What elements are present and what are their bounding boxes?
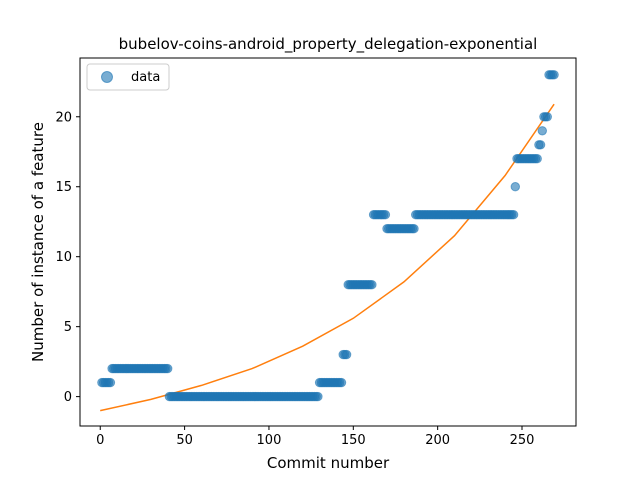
x-axis: 0 50 100 150 200 250 [96, 426, 534, 448]
legend: data [86, 63, 170, 91]
legend-marker [101, 71, 113, 83]
data-point [341, 349, 352, 360]
data-point [409, 224, 419, 234]
x-tick-label: 150 [341, 433, 366, 448]
data-point [549, 70, 559, 80]
x-tick-label: 100 [257, 433, 282, 448]
x-tick-label: 50 [176, 433, 193, 448]
data-point [510, 182, 520, 192]
y-tick-label: 5 [64, 320, 72, 335]
y-tick-label: 15 [55, 180, 72, 195]
chart-title: bubelov-coins-android_property_delegatio… [119, 35, 538, 54]
data-point [532, 154, 542, 164]
x-tick-label: 250 [510, 433, 535, 448]
legend-box [86, 63, 170, 91]
data-point [380, 210, 391, 220]
points-layer [97, 70, 559, 402]
data-point [336, 377, 347, 388]
y-axis: 0 5 10 15 20 [55, 110, 80, 405]
y-tick-label: 20 [55, 110, 72, 125]
plot-frame [79, 57, 577, 427]
x-axis-label: Commit number [267, 454, 390, 472]
data-point [535, 140, 546, 150]
y-tick-label: 0 [64, 390, 72, 405]
data-point [105, 377, 116, 388]
data-point [508, 210, 519, 220]
data-point [537, 126, 547, 136]
legend-label-data: data [131, 70, 160, 85]
data-point [313, 391, 323, 402]
data-point [163, 363, 173, 374]
data-point [367, 280, 377, 290]
x-tick-label: 200 [425, 433, 450, 448]
data-point [542, 112, 552, 122]
y-tick-label: 10 [55, 250, 72, 265]
x-tick-label: 0 [96, 433, 104, 448]
y-axis-label: Number of instance of a feature [29, 122, 47, 362]
